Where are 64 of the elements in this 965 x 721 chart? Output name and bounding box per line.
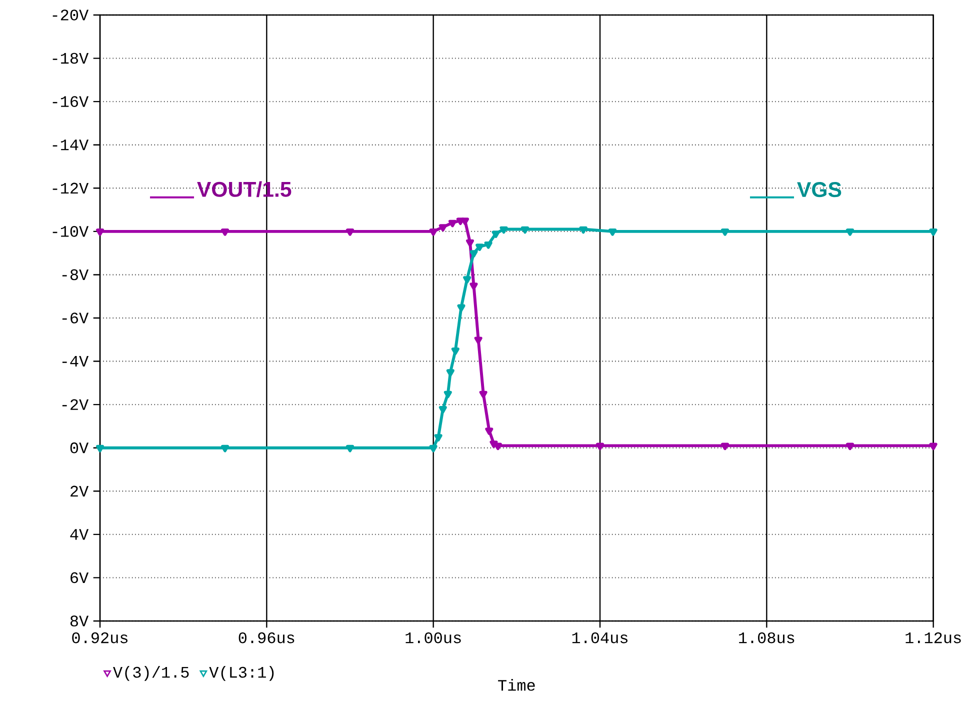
- point: [438, 406, 447, 414]
- point: [929, 442, 938, 450]
- point: [520, 226, 530, 234]
- y-tick-label: -6V: [62, 312, 89, 324]
- point: [460, 218, 470, 226]
- point: [448, 220, 457, 228]
- point: [438, 224, 447, 232]
- x-tick-label: 0.96us: [238, 632, 294, 644]
- y-tick-label: -16V: [52, 96, 89, 107]
- point: [470, 282, 478, 290]
- point: [451, 348, 460, 355]
- point: [96, 444, 104, 452]
- point: [346, 228, 354, 236]
- point: [846, 442, 854, 450]
- point: [434, 434, 442, 442]
- point: [463, 276, 472, 284]
- x-tick-label: 1.04us: [572, 632, 628, 644]
- point: [492, 230, 500, 238]
- point: [429, 444, 438, 452]
- point: [446, 369, 454, 377]
- point: [579, 226, 588, 234]
- point: [608, 228, 617, 236]
- point: [596, 442, 604, 450]
- point: [444, 390, 452, 398]
- y-tick-label: 8V: [70, 616, 89, 626]
- point: [479, 390, 488, 398]
- point: [474, 336, 482, 344]
- x-tick-label: 1.00us: [406, 632, 461, 644]
- point: [500, 226, 508, 234]
- y-tick-label: -4V: [62, 356, 89, 367]
- y-tick-label: 0V: [70, 442, 89, 454]
- point: [470, 250, 478, 258]
- y-tick-label: 4V: [70, 529, 89, 540]
- x-tick-label: 1.08us: [739, 632, 794, 644]
- y-tick-label: -18V: [52, 52, 89, 64]
- point: [456, 218, 464, 226]
- point: [220, 444, 230, 452]
- point: [484, 241, 492, 249]
- point: [466, 239, 474, 247]
- point: [720, 228, 730, 236]
- y-tick-label: -10V: [52, 226, 89, 237]
- point: [220, 228, 230, 236]
- legend-label: V(L3:1): [209, 666, 274, 681]
- annotation: VGS: [797, 182, 842, 198]
- legend-label: V(3)/1.5: [113, 666, 189, 681]
- y-tick-label: -14V: [52, 140, 89, 150]
- x-axis-title: Time: [498, 679, 535, 691]
- point: [720, 442, 730, 450]
- point: [429, 228, 438, 236]
- y-tick-label: -8V: [62, 269, 89, 280]
- y-tick-label: -2V: [62, 399, 89, 410]
- point: [485, 428, 494, 435]
- point: [346, 444, 354, 452]
- point: [846, 228, 854, 236]
- y-tick-label: 6V: [70, 572, 89, 584]
- x-tick-label: 1.12us: [906, 632, 961, 644]
- point: [476, 244, 484, 251]
- y-tick-label: -20V: [52, 10, 89, 20]
- point: [96, 228, 104, 236]
- y-tick-label: -12V: [52, 182, 89, 194]
- y-tick-label: 2V: [70, 486, 89, 496]
- x-tick-label: 0.92us: [72, 632, 128, 644]
- point: [457, 304, 466, 312]
- point: [929, 228, 938, 236]
